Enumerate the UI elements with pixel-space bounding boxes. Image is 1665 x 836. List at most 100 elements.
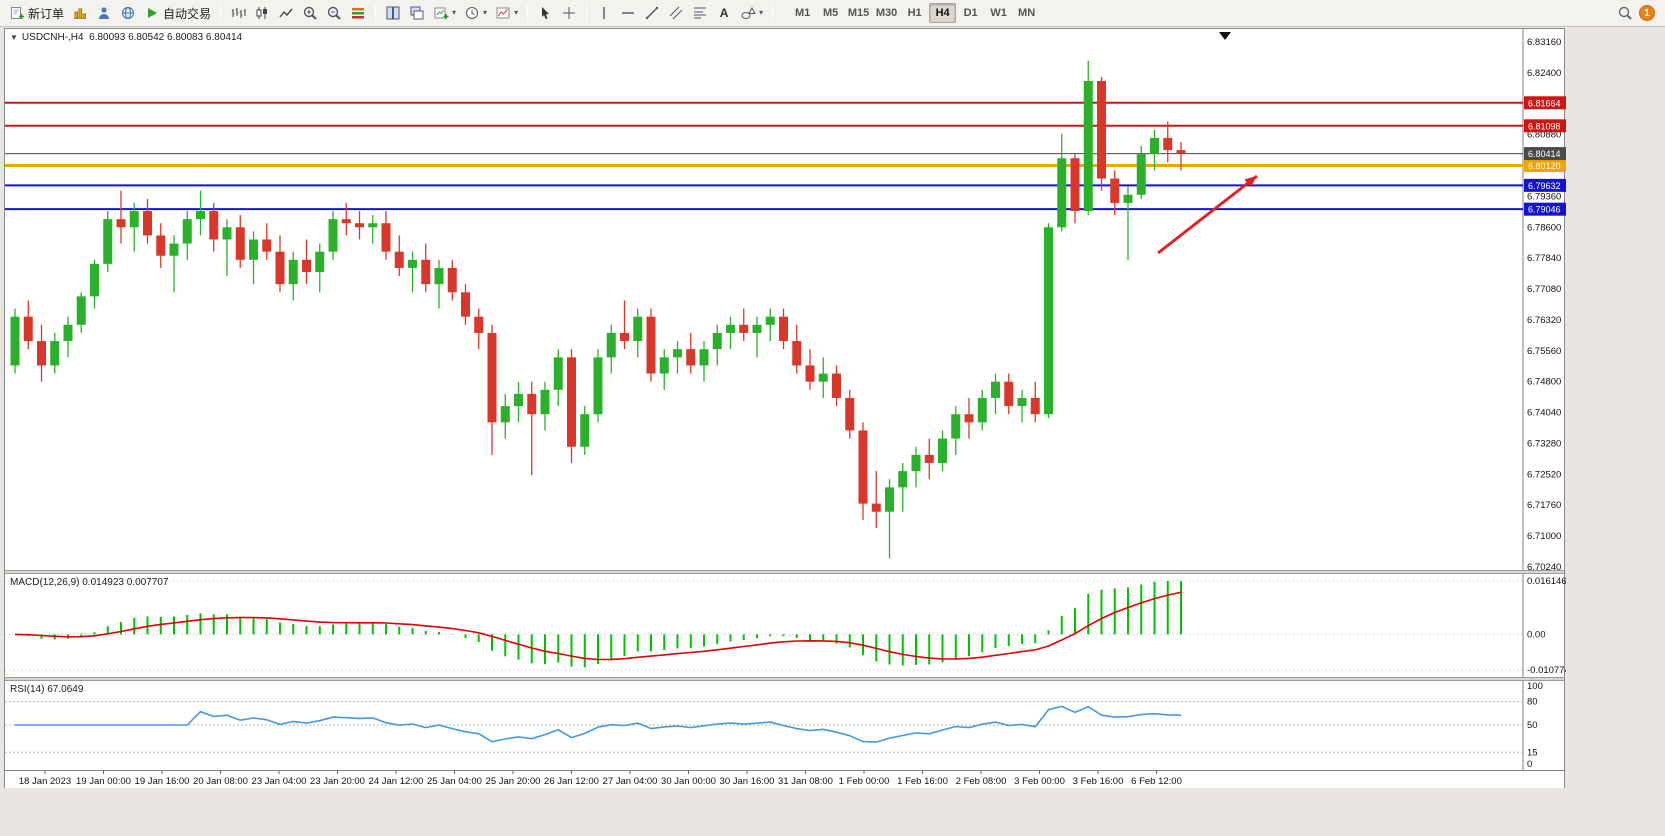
chart-title: ▼ USDCNH-,H4 6.80093 6.80542 6.80083 6.8… [10, 32, 242, 43]
chevron-down-icon: ▾ [759, 8, 764, 17]
new-order-button[interactable]: 新订单 [6, 2, 67, 24]
chart-window: 6.83160 6.82400 6.80880 6.79360 6.78600 6.778… [4, 28, 1566, 788]
auto-trading-button[interactable]: 自动交易 [141, 2, 214, 24]
fibonacci-tool-button[interactable] [689, 2, 711, 24]
svg-text:0: 0 [1527, 759, 1532, 770]
tile-windows-button[interactable] [382, 2, 404, 24]
vertical-line-tool-button[interactable] [593, 2, 615, 24]
rsi-pane[interactable]: 100 80 50 15 0 RSI(14) 67.0649 [5, 681, 1564, 770]
tile-windows-icon [386, 6, 400, 20]
svg-text:6.74040: 6.74040 [1527, 408, 1561, 419]
cascade-windows-button[interactable] [406, 2, 428, 24]
svg-text:20 Jan 08:00: 20 Jan 08:00 [193, 776, 248, 787]
svg-text:30 Jan 16:00: 30 Jan 16:00 [720, 776, 775, 787]
zoom-in-button[interactable] [299, 2, 321, 24]
svg-text:19 Jan 00:00: 19 Jan 00:00 [76, 776, 131, 787]
svg-text:31 Jan 08:00: 31 Jan 08:00 [778, 776, 833, 787]
cursor-icon [542, 7, 550, 19]
svg-text:27 Jan 04:00: 27 Jan 04:00 [603, 776, 658, 787]
svg-text:23 Jan 04:00: 23 Jan 04:00 [252, 776, 307, 787]
line-chart-button[interactable] [275, 2, 297, 24]
horizontal-line-tool-button[interactable] [617, 2, 639, 24]
crosshair-tool-button[interactable] [558, 2, 580, 24]
svg-text:15: 15 [1527, 747, 1538, 758]
notification-badge[interactable]: 1 [1639, 5, 1655, 21]
channel-icon [669, 6, 683, 20]
svg-text:6.79046: 6.79046 [1528, 205, 1561, 215]
new-order-label: 新订单 [28, 6, 65, 21]
line-chart-icon [279, 8, 293, 18]
svg-text:80: 80 [1527, 697, 1538, 708]
svg-text:-0.010774: -0.010774 [1527, 665, 1566, 676]
timeframe-group: M1 M5 M15 M30 H1 H4 D1 W1 MN [789, 3, 1040, 23]
level-lines: 6.81664 6.81098 6.80120 6.79632 6.79046 [5, 96, 1566, 216]
market-watch-button[interactable] [69, 2, 91, 24]
svg-text:6.74800: 6.74800 [1527, 377, 1561, 388]
candlestick-chart-button[interactable] [251, 2, 273, 24]
timeframe-M5[interactable]: M5 [822, 7, 839, 19]
svg-text:6.75560: 6.75560 [1527, 346, 1561, 357]
chevron-down-icon: ▾ [452, 8, 457, 17]
svg-text:6.77840: 6.77840 [1527, 253, 1561, 264]
timeframe-M1[interactable]: M1 [794, 7, 811, 19]
candlestick-chart-icon [256, 7, 268, 19]
indicators-button[interactable] [347, 2, 369, 24]
new-chart-button[interactable]: ▾ [430, 2, 459, 24]
svg-text:23 Jan 20:00: 23 Jan 20:00 [310, 776, 365, 787]
timeframe-M30[interactable]: M30 [875, 7, 898, 19]
terminal-button[interactable] [117, 2, 139, 24]
text-tool-icon: A [719, 6, 729, 20]
svg-text:6.77080: 6.77080 [1527, 284, 1561, 295]
template-icon [496, 7, 510, 19]
shapes-tool-button[interactable]: ▾ [737, 2, 766, 24]
time-axis[interactable]: 18 Jan 2023 19 Jan 00:00 19 Jan 16:00 20 Ja… [5, 770, 1564, 788]
chart-collapse-icon[interactable]: ▼ [10, 33, 18, 42]
auto-trading-label: 自动交易 [163, 6, 212, 21]
svg-text:50: 50 [1527, 720, 1538, 731]
svg-text:6.81098: 6.81098 [1528, 121, 1561, 131]
timeframe-D1[interactable]: D1 [963, 7, 978, 19]
svg-text:1 Feb 16:00: 1 Feb 16:00 [897, 776, 948, 787]
bar-chart-button[interactable] [227, 2, 249, 24]
shapes-icon [741, 6, 756, 19]
text-tool-button[interactable]: A [713, 2, 735, 24]
main-chart-pane[interactable]: 6.83160 6.82400 6.80880 6.79360 6.78600 6.778… [5, 29, 1566, 570]
macd-label: MACD(12,26,9) 0.014923 0.007707 [10, 577, 169, 588]
timeframe-W1[interactable]: W1 [990, 7, 1007, 19]
svg-text:24 Jan 12:00: 24 Jan 12:00 [369, 776, 424, 787]
toolbar-separator [220, 4, 222, 22]
svg-text:1 Feb 00:00: 1 Feb 00:00 [839, 776, 890, 787]
indicators-icon [352, 8, 365, 19]
timeframe-H1[interactable]: H1 [907, 7, 922, 19]
trendline-icon [645, 6, 659, 20]
toolbar-separator [772, 4, 774, 22]
chevron-down-icon: ▾ [514, 8, 519, 17]
svg-text:19 Jan 16:00: 19 Jan 16:00 [135, 776, 190, 787]
cursor-tool-button[interactable] [534, 2, 556, 24]
rsi-chart[interactable]: 100 80 50 150 [5, 681, 1566, 770]
chart-shift-marker [1219, 32, 1231, 40]
trendline-tool-button[interactable] [641, 2, 663, 24]
templates-button[interactable]: ▾ [492, 2, 521, 24]
channel-tool-button[interactable] [665, 2, 687, 24]
chart-title-text: USDCNH-,H4 6.80093 6.80542 6.80083 6.804… [21, 32, 243, 43]
navigator-icon [99, 7, 110, 19]
search-icon[interactable] [1617, 5, 1633, 21]
periods-button[interactable]: ▾ [461, 2, 490, 24]
new-order-icon [11, 7, 24, 19]
macd-pane[interactable]: 0.016146 0.00 -0.010774 MACD(12,26,9) 0.01… [5, 574, 1566, 677]
toolbar-separator [586, 4, 588, 22]
zoom-out-button[interactable] [323, 2, 345, 24]
timeframe-MN[interactable]: MN [1018, 7, 1036, 19]
price-axis-labels: 6.83160 6.82400 6.80880 6.79360 6.78600 6.778… [1527, 37, 1561, 570]
svg-text:6.71000: 6.71000 [1527, 531, 1561, 542]
navigator-button[interactable] [93, 2, 115, 24]
macd-chart[interactable]: 0.016146 0.00 -0.010774 [5, 574, 1566, 677]
timeframe-M15[interactable]: M15 [847, 7, 870, 19]
pane-resize-handle[interactable] [5, 677, 1564, 681]
svg-text:30 Jan 00:00: 30 Jan 00:00 [661, 776, 716, 787]
timeframe-H4[interactable]: H4 [929, 3, 957, 23]
price-chart[interactable]: 6.83160 6.82400 6.80880 6.79360 6.78600 6.778… [5, 29, 1566, 570]
svg-text:3 Feb 00:00: 3 Feb 00:00 [1014, 776, 1065, 787]
pane-resize-handle[interactable] [5, 570, 1564, 574]
